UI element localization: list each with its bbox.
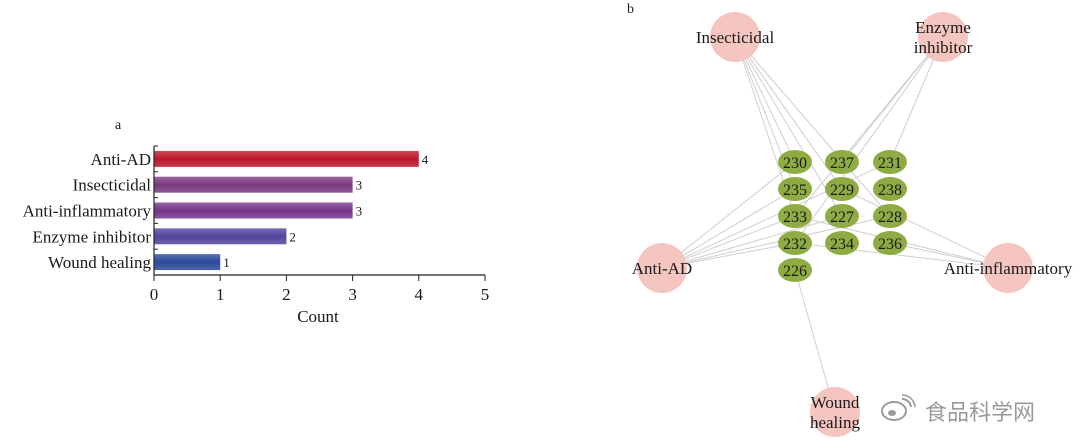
compound-node-label: 233: [783, 209, 807, 226]
x-tick-label: 1: [216, 285, 225, 304]
activity-node-insecticidal: [710, 12, 760, 62]
activity-node-antiinfl: [983, 243, 1033, 293]
category-label: Wound healing: [48, 253, 151, 272]
network-edge: [734, 36, 843, 217]
value-label: 3: [356, 178, 363, 193]
bar-wound-healing: [154, 254, 221, 271]
bar-enzyme-inhibitor: [154, 228, 287, 245]
x-tick-label: 3: [348, 285, 357, 304]
weibo-icon: [881, 394, 916, 421]
panel-b-label: b: [627, 2, 634, 17]
network-edge: [794, 36, 944, 217]
category-label: Insecticidal: [73, 176, 152, 195]
network-edge: [661, 188, 796, 269]
activity-node-antiad: [637, 243, 687, 293]
network-edge: [661, 161, 796, 269]
category-label: Anti-inflammatory: [23, 202, 152, 221]
compound-node-label: 231: [878, 155, 902, 172]
value-label: 4: [422, 152, 429, 167]
compound-node-234: [825, 231, 859, 255]
activity-node-label: Anti-AD: [632, 259, 692, 278]
network-edge: [734, 36, 891, 217]
compound-node-label: 235: [783, 182, 807, 199]
compound-node-label: 236: [878, 236, 902, 253]
compound-node-label: 229: [830, 182, 854, 199]
compound-node-label: 230: [783, 155, 807, 172]
compound-node-227: [825, 204, 859, 228]
compound-node-228: [873, 204, 907, 228]
compound-node-label: 234: [830, 236, 854, 253]
network-edge: [661, 215, 843, 269]
compound-node-232: [778, 231, 812, 255]
compound-node-226: [778, 258, 812, 282]
activity-node-wound: [810, 387, 860, 437]
activity-node-enzyme: [918, 12, 968, 62]
activity-node-label: Anti-inflammatory: [944, 259, 1073, 278]
compound-node-label: 226: [783, 263, 807, 280]
compound-node-label: 227: [830, 209, 854, 226]
activity-node-label: Enzyme: [915, 18, 971, 37]
value-label: 2: [289, 229, 296, 244]
activity-node-label: inhibitor: [914, 38, 973, 57]
bar-anti-ad: [154, 150, 419, 167]
network-edge: [841, 188, 1009, 269]
bar-layer: Anti-AD 4 Insecticidal 3 Anti-inflammatory 3 E…: [23, 145, 429, 272]
x-tick-layer: 0 1 2 3 4 5: [150, 275, 490, 304]
panel-a-label: a: [115, 118, 122, 133]
compound-node-layer: 230 237 231 235 229 238 233 227 228 232 234 236 226: [778, 150, 907, 282]
compound-node-label: 237: [830, 155, 854, 172]
bar-chart-panel-a: a Anti-AD 4 Insecticidal 3 Anti-inflammatory…: [23, 118, 490, 326]
compound-node-label: 238: [878, 182, 902, 199]
edge-layer: [661, 36, 1009, 413]
watermark-text: 食品科学网: [925, 401, 1035, 426]
network-edge: [734, 36, 843, 190]
activity-node-label: Wound: [811, 393, 860, 412]
compound-node-label: 228: [878, 209, 902, 226]
compound-node-237: [825, 150, 859, 174]
compound-node-235: [778, 177, 812, 201]
x-tick-label: 5: [481, 285, 490, 304]
network-edge: [794, 36, 944, 244]
x-axis-title: Count: [297, 307, 339, 326]
activity-node-label: healing: [810, 413, 861, 432]
compound-node-label: 232: [783, 236, 807, 253]
category-label: Enzyme inhibitor: [32, 227, 151, 246]
bar-insecticidal: [154, 176, 353, 193]
compound-node-230: [778, 150, 812, 174]
activity-node-label: Insecticidal: [696, 28, 775, 47]
category-label: Anti-AD: [91, 150, 151, 169]
x-tick-label: 4: [415, 285, 424, 304]
compound-node-229: [825, 177, 859, 201]
watermark: 食品科学网: [881, 394, 1035, 426]
bar-anti-inflammatory: [154, 202, 353, 219]
x-tick-label: 2: [282, 285, 291, 304]
value-label: 1: [223, 255, 230, 270]
compound-node-236: [873, 231, 907, 255]
compound-node-231: [873, 150, 907, 174]
x-tick-label: 0: [150, 285, 159, 304]
compound-node-238: [873, 177, 907, 201]
compound-node-233: [778, 204, 812, 228]
value-label: 3: [356, 204, 363, 219]
